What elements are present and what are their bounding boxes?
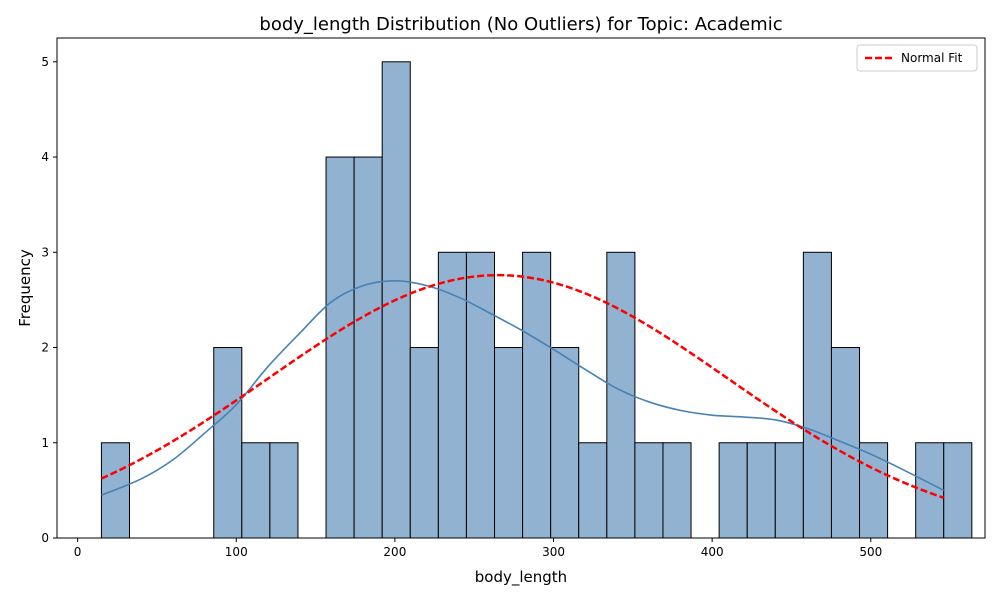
x-axis-label: body_length [475,568,567,587]
x-tick-label: 100 [225,545,248,559]
y-axis-ticks: 0 1 2 3 4 5 [41,55,57,545]
legend: Normal Fit [856,44,978,72]
histogram-bar [213,347,243,539]
x-tick-label: 500 [859,545,882,559]
histogram-bar [578,442,608,539]
legend-box [856,44,978,72]
histogram-bar [437,251,467,539]
y-tick-label: 1 [41,436,49,450]
histogram-bar [409,347,439,539]
curves [100,273,945,499]
x-tick-label: 400 [701,545,724,559]
x-tick-label: 300 [542,545,565,559]
histogram-bar [325,156,355,539]
y-tick-label: 0 [41,531,49,545]
chart-title: body_length Distribution (No Outliers) f… [259,14,782,35]
x-axis-ticks: 0 100 200 300 400 500 [74,538,882,559]
histogram-bar [522,251,552,539]
histogram-bar [859,442,889,539]
histogram-bar [915,442,945,539]
y-tick-label: 2 [41,341,49,355]
x-tick-label: 0 [74,545,82,559]
histogram-bar [269,442,299,539]
y-tick-label: 4 [41,150,49,164]
y-tick-label: 3 [41,245,49,259]
y-axis-label: Frequency [16,249,34,327]
histogram-bar [634,442,664,539]
histogram-bar [241,442,271,539]
normal-fit-curve [100,273,945,499]
histogram-bar [943,442,973,539]
y-tick-label: 5 [41,55,49,69]
histogram-bar [662,442,692,539]
histogram-bar [465,251,496,539]
histogram-bar [774,442,804,539]
legend-normal-fit-label: Normal Fit [901,51,963,65]
histogram-bar [802,251,832,539]
x-tick-label: 200 [383,545,406,559]
histogram-bar [718,442,748,539]
histogram-bars [100,61,973,539]
histogram-bar [353,156,383,539]
histogram-bar [746,442,776,539]
histogram-bar [550,347,580,539]
histogram-bar [494,347,524,539]
plot-frame [56,37,986,539]
